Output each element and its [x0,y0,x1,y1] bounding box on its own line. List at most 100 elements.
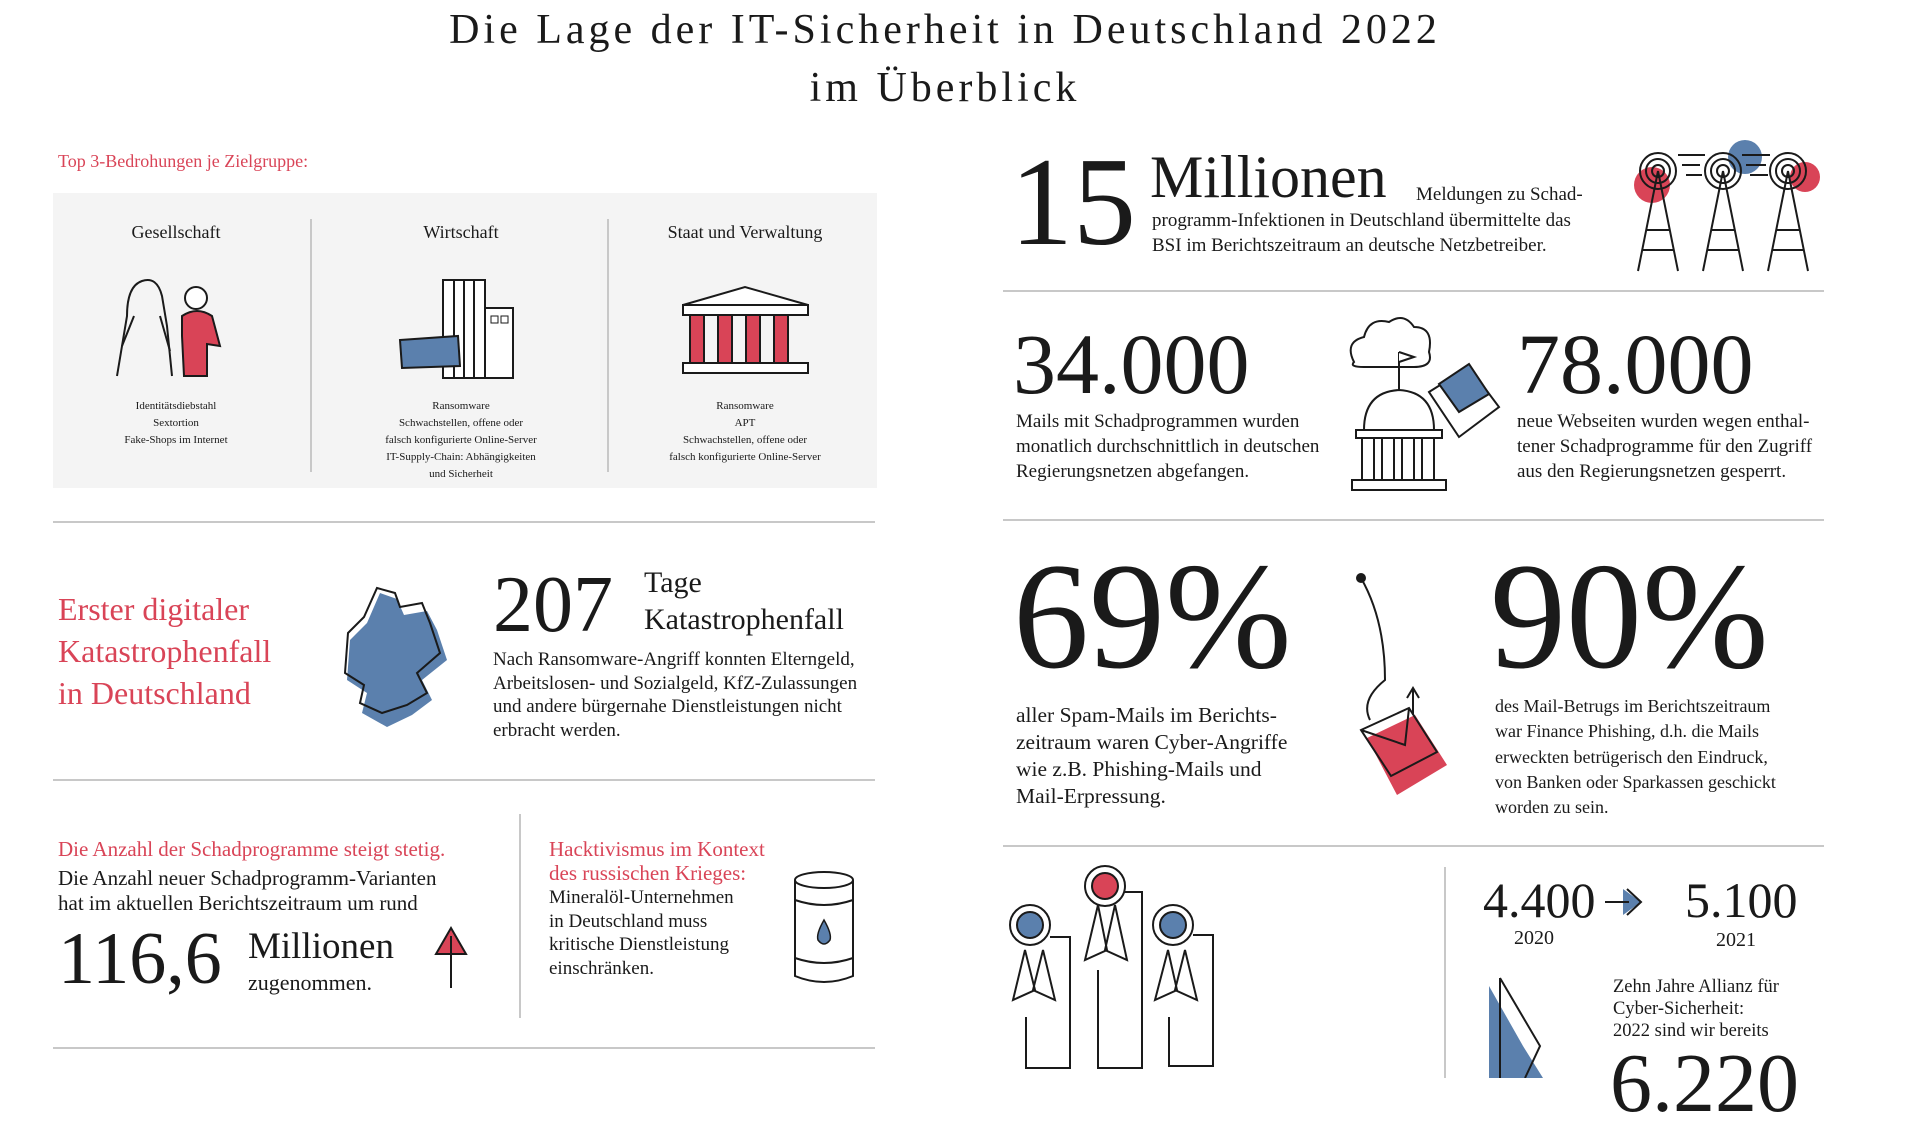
text-line: Mineralöl-Unternehmen [549,887,734,908]
mails-text: Mails mit Schadprogrammen wurden monatli… [1016,409,1319,484]
group-title: Wirtschaft [423,222,499,242]
mails-number: 34.000 [1013,316,1250,412]
divider [1444,867,1446,1078]
divider [519,814,521,1018]
disaster-heading: Erster digitaler Katastrophenfall in Deu… [58,588,271,714]
threat-item: IT-Supply-Chain: Abhängigkeiten [386,451,536,463]
germany-map-icon [343,586,447,727]
triangle-arrow-icon [1489,977,1543,1078]
text-line: aus den Regierungsnetzen gesperrt. [1517,461,1787,482]
spam-text: aller Spam-Mails im Berichts- zeitraum w… [1016,702,1287,810]
group-title: Gesellschaft [131,222,221,242]
malware-heading: Die Anzahl der Schadprogramme steigt ste… [58,837,446,861]
threat-item: Sextortion [153,417,199,429]
text-line: erweckten betrügerisch den Eindruck, [1495,746,1768,767]
reports-text-line: Meldungen zu Schad- [1416,184,1583,205]
divider [53,1047,875,1049]
divider [1003,845,1824,847]
text-line: zeitraum waren Cyber-Angriffe [1016,730,1288,754]
government-cloud-mail-icon [1349,317,1501,491]
threat-item: Fake-Shops im Internet [124,434,228,446]
heading-line: des russischen Krieges: [549,861,747,885]
alliance-to-value: 5.100 [1685,872,1798,928]
divider [607,219,609,472]
text-line: des Mail-Betrugs im Berichtszeitraum [1495,696,1771,716]
office-building-icon [398,279,514,379]
phishing-text: des Mail-Betrugs im Berichtszeitraum war… [1495,694,1776,820]
text-line: einschränken. [549,957,654,979]
disaster-text: Nach Ransomware-Angriff konnten Elternge… [493,648,857,742]
divider [53,779,875,781]
award-podium-icon [1009,865,1214,1069]
divider [310,219,312,472]
text-line: tener Schadprogramme für den Zugriff [1517,436,1813,457]
group-title: Staat und Verwaltung [667,222,823,242]
text-line: erbracht werden. [493,719,621,741]
divider [1003,519,1824,521]
reports-text-line: BSI im Berichtszeitraum an deutsche Netz… [1152,235,1547,256]
text-line: neue Webseiten wurden wegen enthal- [1517,411,1810,432]
websites-text: neue Webseiten wurden wegen enthal- tene… [1517,409,1812,484]
text-line: Die Anzahl neuer Schadprogramm-Varianten [58,866,437,890]
text-line: hat im aktuellen Berichtszeitraum um run… [58,891,418,915]
oil-barrel-icon [794,871,854,983]
page-title-line1: Die Lage der IT-Sicherheit in Deutschlan… [449,7,1441,53]
alliance-to-year: 2021 [1716,929,1756,951]
reports-text-line: programm-Infektionen in Deutschland über… [1152,210,1571,231]
threat-list: Identitätsdiebstahl Sextortion Fake-Shop… [36,398,316,449]
text-line: monatlich durchschnittlich in deutschen [1016,436,1320,457]
radio-towers-icon [1634,140,1820,272]
phishing-number: 90% [1490,532,1769,700]
arrow-right-icon [1605,888,1643,916]
spam-number: 69% [1013,532,1292,700]
disaster-days: 207 [493,561,613,649]
malware-unit: Millionen [248,926,394,967]
text-line: worden zu sein. [1495,797,1609,818]
threat-item: Schwachstellen, offene oder [398,417,524,429]
text-line: Zehn Jahre Allianz für [1613,977,1779,997]
threat-list: Ransomware Schwachstellen, offene oder f… [321,398,601,483]
hacktivism-text: Mineralöl-Unternehmen in Deutschland mus… [549,886,734,980]
alliance-text: Zehn Jahre Allianz für Cyber-Sicherheit:… [1613,976,1779,1042]
threat-item: falsch konfigurierte Online-Server [669,451,821,463]
hacktivism-heading: Hacktivismus im Kontext des russischen K… [549,837,765,885]
text-line: von Banken oder Sparkassen geschickt [1495,771,1776,792]
text-line: Arbeitslosen- und Sozialgeld, KfZ-Zulass… [493,672,858,694]
arrow-up-icon [434,926,468,988]
threat-item: Identitätsdiebstahl [135,400,217,412]
alliance-number: 6.220 [1610,1037,1799,1130]
websites-number: 78.000 [1517,316,1754,412]
heading-line: Hacktivismus im Kontext [549,837,765,861]
people-icon [116,279,222,377]
threat-item: und Sicherheit [429,468,493,480]
government-building-icon [682,285,809,374]
threat-list: Ransomware APT Schwachstellen, offene od… [605,398,885,466]
divider [53,521,875,523]
malware-suffix: zugenommen. [248,970,373,995]
heading-line: in Deutschland [58,675,251,711]
malware-text: Die Anzahl neuer Schadprogramm-Varianten… [58,866,436,916]
threat-item: Ransomware [716,400,774,412]
text-line: Cyber-Sicherheit: [1613,999,1745,1019]
threat-item: Ransomware [432,400,490,412]
disaster-unit: Katastrophenfall [644,603,844,636]
heading-line: Katastrophenfall [58,633,272,669]
text-line: und andere bürgernahe Dienstleistungen n… [493,696,842,717]
reports-number: 15 [1010,133,1136,272]
threats-heading: Top 3-Bedrohungen je Zielgruppe: [58,151,309,171]
reports-unit: Millionen [1150,144,1387,210]
text-line: Regierungsnetzen abgefangen. [1016,461,1250,482]
text-line: wie z.B. Phishing-Mails und [1016,757,1262,781]
page-title-line2: im Überblick [809,65,1081,111]
disaster-unit: Tage [644,566,702,599]
divider [1003,290,1824,292]
heading-line: Erster digitaler [58,591,250,627]
alliance-from-year: 2020 [1514,927,1554,949]
text-line: Mails mit Schadprogrammen wurden [1016,411,1300,432]
threat-item: falsch konfigurierte Online-Server [385,434,537,446]
threat-item: Schwachstellen, offene oder [682,434,808,446]
text-line: kritische Dienstleistung [549,934,729,955]
text-line: Mail-Erpressung. [1016,784,1166,808]
text-line: war Finance Phishing, d.h. die Mails [1495,721,1759,742]
text-line: Nach Ransomware-Angriff konnten Elternge… [493,649,855,670]
